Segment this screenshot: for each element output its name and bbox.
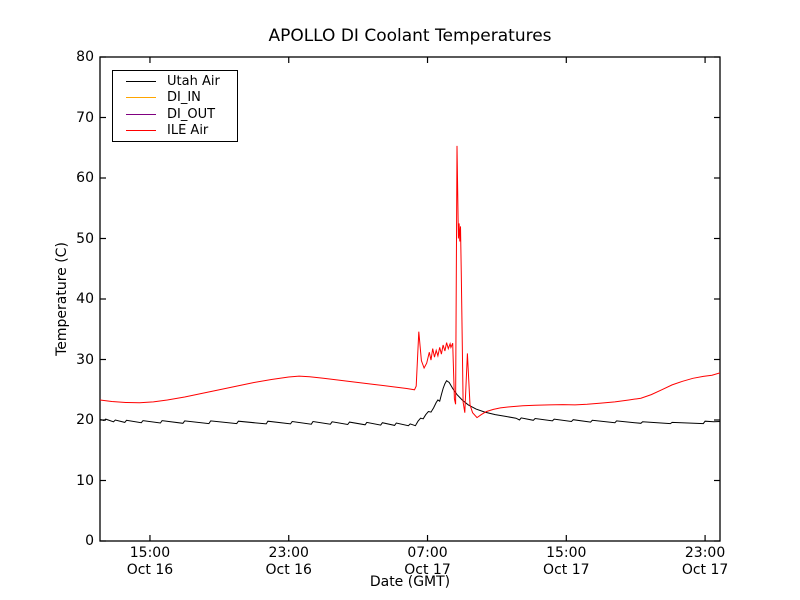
x-tick-label: 15:00 Oct 17 [543, 545, 590, 578]
legend-entry-ile-air: ILE Air [113, 123, 237, 138]
legend-label: DI_OUT [167, 106, 216, 122]
y-tick-label: 60 [76, 170, 94, 186]
x-tick-label: 23:00 Oct 17 [681, 545, 729, 578]
y-tick-label: 10 [76, 472, 94, 489]
x-axis-title: Date (GMT) [369, 574, 451, 590]
legend-entry-di-out: DI_OUT [113, 107, 237, 122]
series-line-ile-air [100, 145, 720, 419]
legend: Utah Air DI_IN DI_OUT ILE Air [112, 70, 238, 142]
x-tick-label: 23:00 Oct 16 [265, 545, 312, 578]
x-tick-label: 15:00 Oct 16 [126, 545, 174, 578]
y-tick-label: 70 [76, 109, 94, 126]
legend-line-sample [126, 130, 156, 132]
legend-label: Utah Air [167, 73, 220, 89]
y-tick-label: 40 [76, 291, 94, 307]
legend-label: ILE Air [167, 123, 209, 139]
y-tick-label: 0 [85, 533, 94, 549]
y-tick-label: 80 [76, 49, 94, 65]
legend-line-sample [126, 80, 156, 82]
legend-entry-utah-air: Utah Air [113, 74, 237, 89]
y-tick-label: 20 [76, 412, 94, 428]
y-axis-title: Temperature (C) [54, 242, 70, 356]
y-tick-label: 30 [76, 351, 94, 368]
chart-title: APOLLO DI Coolant Temperatures [268, 26, 552, 46]
legend-line-sample [126, 113, 156, 115]
legend-entry-di-in: DI_IN [113, 90, 237, 105]
y-tick-label: 50 [76, 230, 94, 247]
legend-label: DI_IN [167, 90, 201, 106]
series-line-utah-air [100, 379, 720, 427]
legend-line-sample [126, 97, 156, 99]
x-tick-label: 07:00 Oct 17 [404, 545, 451, 578]
